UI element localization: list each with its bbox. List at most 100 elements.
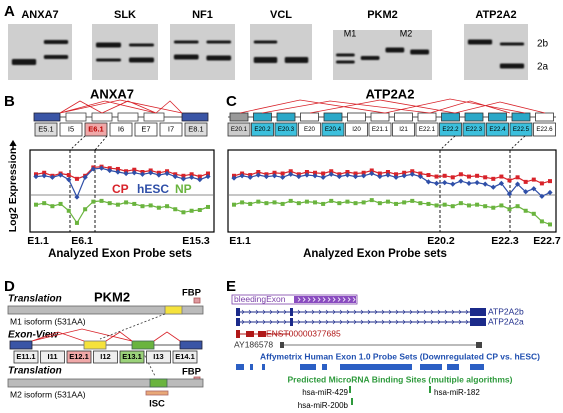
data-point: [231, 175, 237, 181]
data-point: [165, 204, 170, 209]
data-point: [180, 176, 187, 182]
connector: [451, 309, 455, 315]
data-point: [288, 171, 294, 177]
exon-box: [298, 122, 321, 137]
probe-set: [470, 364, 484, 370]
probe-set: [447, 364, 459, 370]
exon-label: E20: [304, 126, 316, 133]
connector: [402, 319, 406, 325]
connector: [423, 309, 427, 315]
connector: [304, 319, 308, 325]
data-point: [369, 170, 375, 177]
data-point: [74, 220, 79, 225]
series-line: [35, 167, 209, 199]
data-point: [523, 189, 529, 195]
data-point: [426, 173, 431, 178]
shape: [83, 340, 107, 350]
data-point: [377, 171, 382, 176]
data-point: [57, 172, 64, 178]
gel: [170, 24, 235, 80]
connector: [388, 319, 392, 325]
exon-box: [34, 122, 58, 137]
data-point: [483, 175, 488, 180]
exon-label: E13.1: [122, 352, 142, 361]
data-point: [402, 200, 407, 205]
probe-set: [262, 364, 265, 370]
gel-band: [499, 63, 525, 69]
data-point: [164, 170, 170, 177]
shape: [193, 297, 201, 304]
exon-label: E20.1: [231, 126, 248, 133]
data-point: [418, 171, 423, 176]
exon-box: [274, 122, 298, 137]
data-point: [288, 198, 293, 203]
data-point: [475, 173, 480, 178]
shape: [258, 331, 266, 337]
gel-band: [253, 40, 278, 44]
data-point: [377, 173, 383, 180]
axis-title: Analyzed Exon Probe sets: [48, 248, 192, 260]
exon-label: I11: [47, 352, 57, 361]
exon-label: I21: [399, 126, 408, 133]
data-point: [66, 208, 71, 213]
exon-label: I20: [352, 126, 361, 133]
data-point: [417, 173, 423, 180]
exon-box: [509, 122, 533, 137]
connector: [360, 319, 364, 325]
data-point: [312, 173, 318, 179]
gel: [8, 24, 72, 80]
connector: [430, 319, 434, 325]
data-point: [321, 201, 326, 206]
transcript-label: AY186578: [234, 339, 273, 349]
gel-band: [43, 55, 69, 59]
exon-block: [464, 112, 484, 122]
connector: [444, 309, 448, 315]
connector: [312, 297, 316, 302]
connector: [322, 297, 326, 302]
data-point: [115, 202, 120, 207]
data-point: [491, 205, 496, 210]
exon-box: [227, 122, 251, 137]
exon-box: [119, 350, 145, 364]
connector: [395, 319, 399, 325]
connector: [311, 319, 315, 325]
data-point: [107, 201, 112, 206]
panel-label: A: [4, 3, 15, 20]
data-point: [531, 211, 536, 216]
data-point: [272, 170, 277, 175]
gel: [250, 24, 312, 80]
connector: [317, 297, 321, 302]
connector: [302, 297, 306, 302]
data-point: [320, 174, 326, 180]
exon-label: E12.1: [69, 352, 89, 361]
exon-box: [66, 350, 92, 364]
connector: [346, 309, 350, 315]
legend-label: NP: [175, 182, 192, 196]
shape: [179, 340, 203, 350]
connector: [458, 319, 462, 325]
connector: [509, 135, 526, 151]
x-tick-label: E20.2: [427, 235, 455, 247]
connector: [297, 309, 301, 315]
exon-label: E7: [141, 124, 150, 133]
exon-label: E11.1: [16, 352, 35, 361]
exon-block: [417, 112, 437, 122]
connector: [276, 319, 280, 325]
connector: [262, 319, 266, 325]
connector: [241, 309, 245, 315]
data-point: [409, 171, 415, 177]
exon-box: [251, 122, 274, 137]
shape: [117, 112, 139, 122]
connector: [465, 319, 469, 325]
data-point: [82, 174, 88, 180]
exon-label: I5: [68, 124, 74, 133]
track-label: bleedingExon: [234, 294, 286, 304]
exon-block: [370, 112, 390, 122]
shape: [7, 378, 204, 388]
connector: [409, 309, 413, 315]
connector: [239, 98, 546, 114]
gene-label: NF1: [192, 9, 213, 21]
mirna-label: hsa-miR-200b: [298, 401, 349, 410]
shape: [351, 398, 353, 405]
exon-label: E22.2: [442, 126, 459, 133]
